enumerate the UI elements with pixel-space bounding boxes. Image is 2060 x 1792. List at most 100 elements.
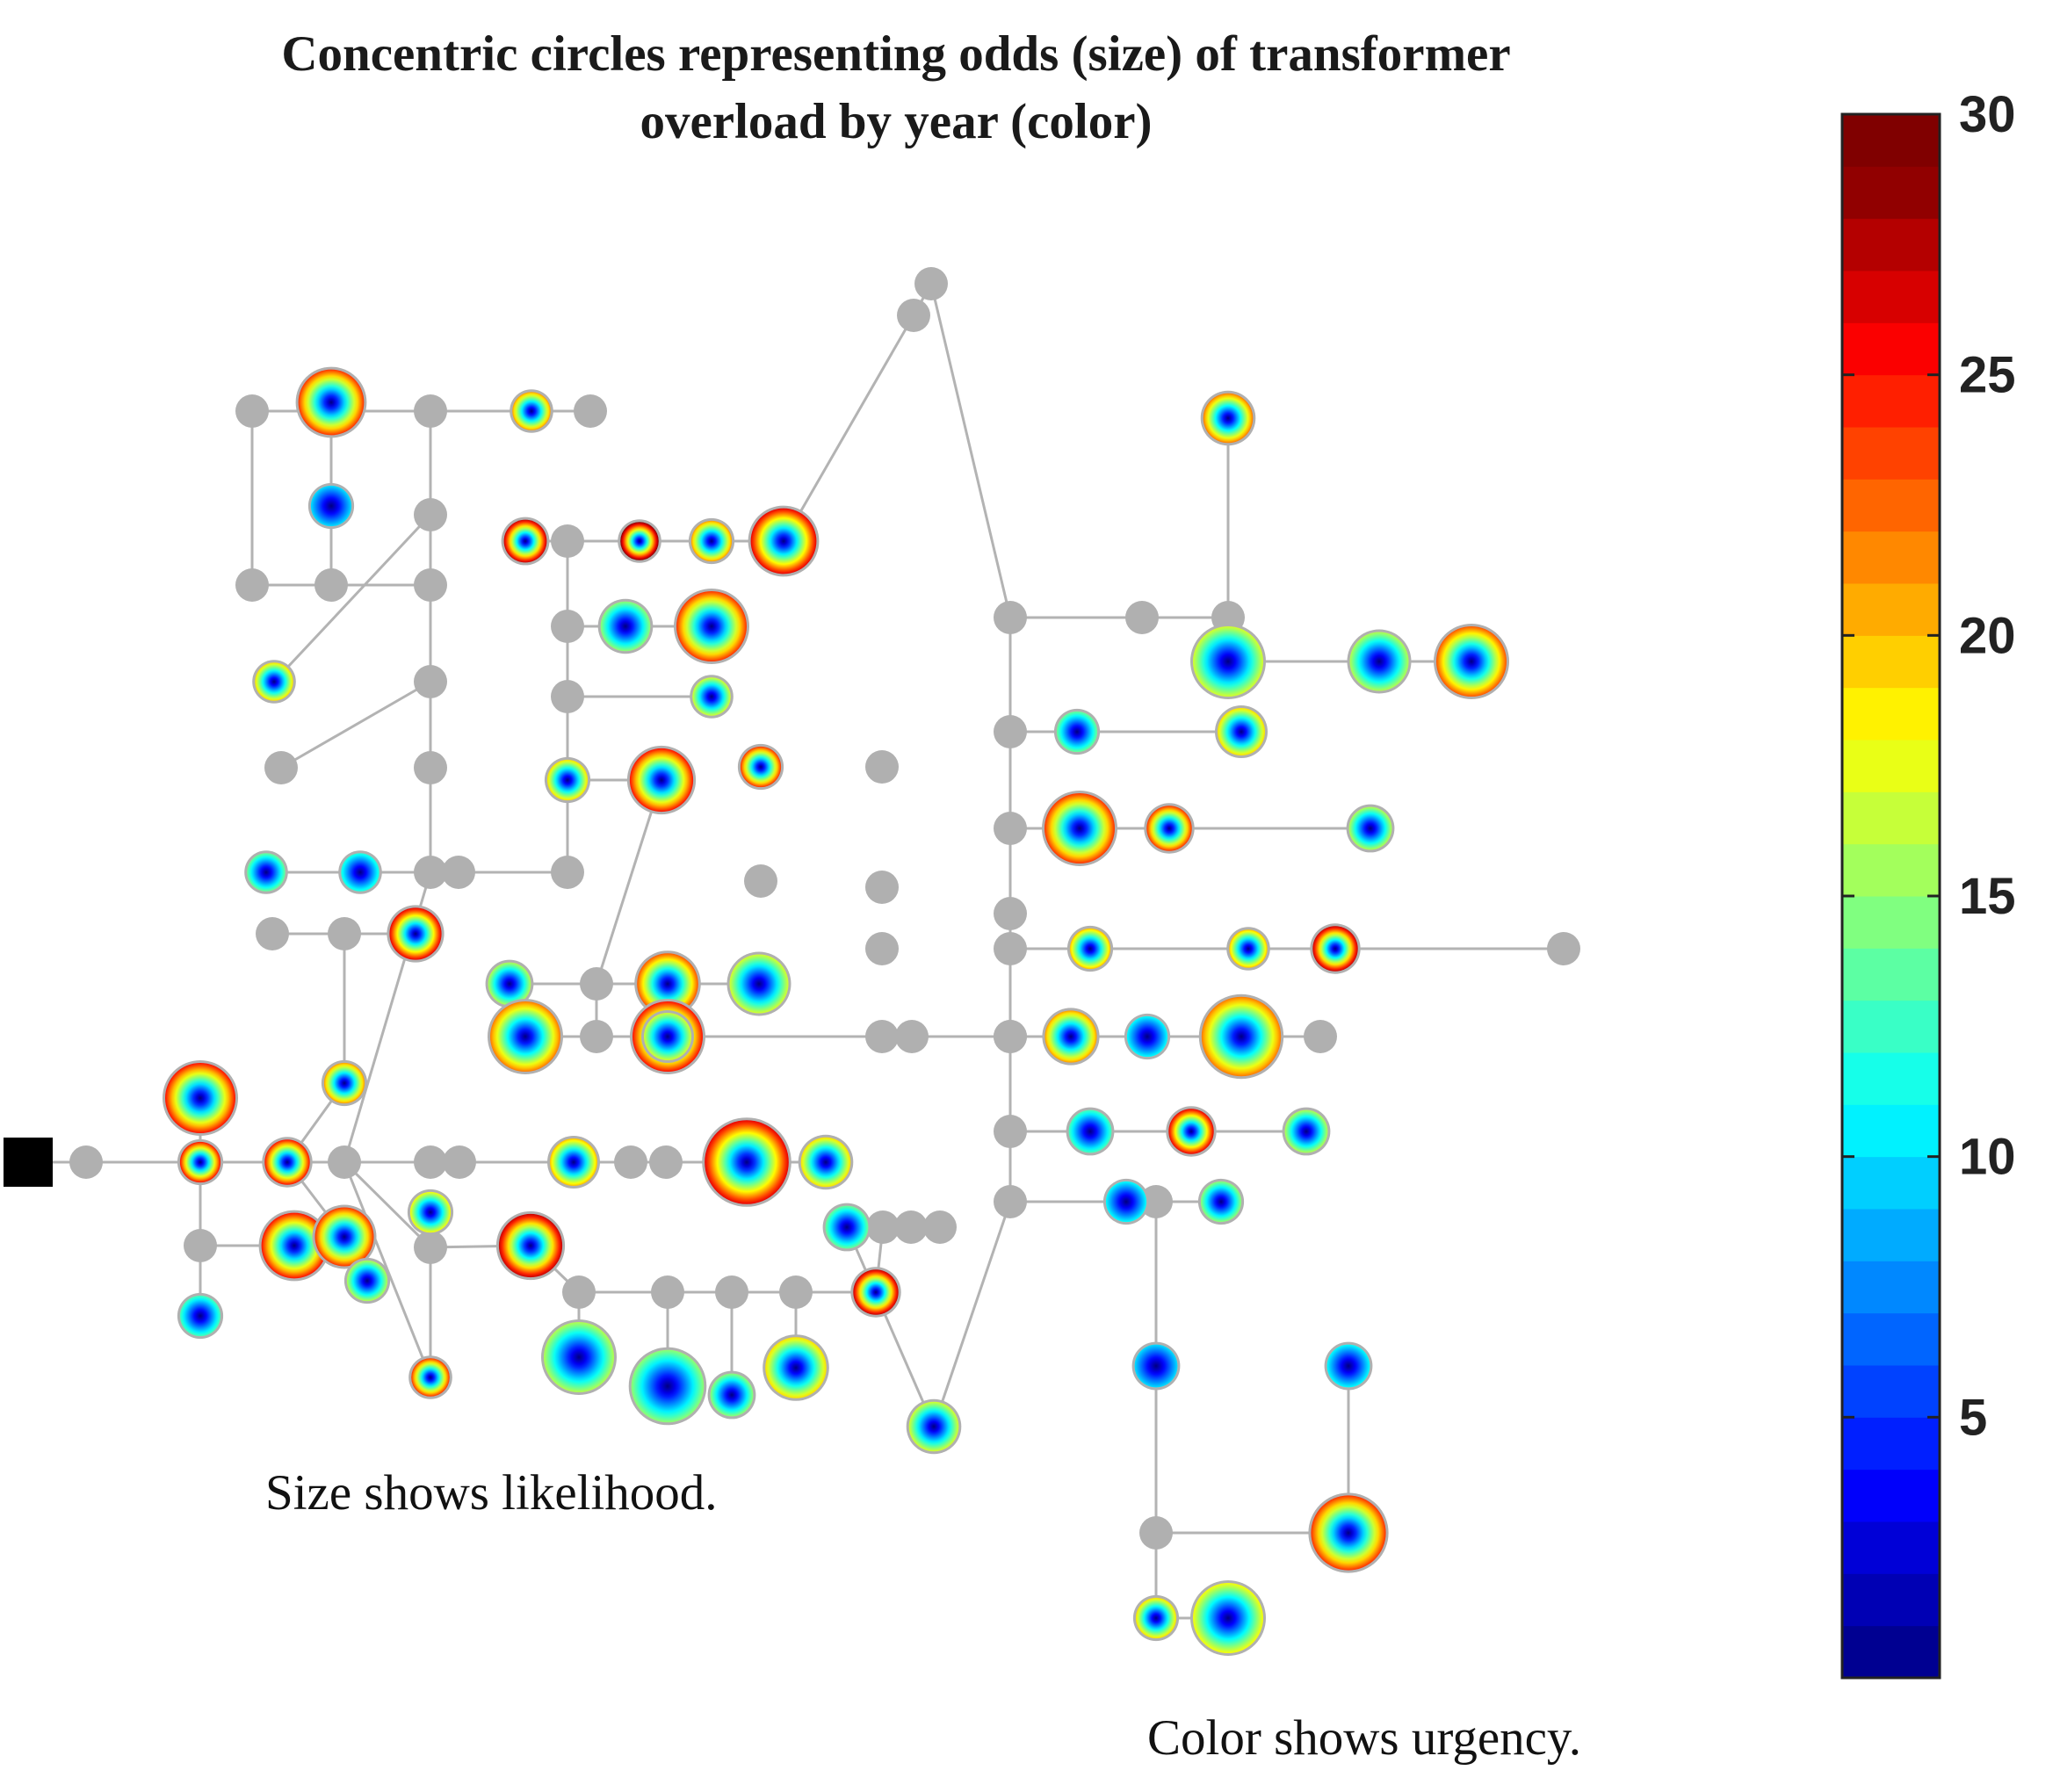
source-node	[4, 1138, 53, 1187]
transformer-marker	[550, 1138, 597, 1186]
colorbar-tick-label: 10	[1959, 1129, 2016, 1186]
transformer-marker	[1056, 711, 1098, 753]
network-edge	[782, 314, 915, 542]
colorbar-band	[1842, 1573, 1940, 1627]
bus-node	[994, 1185, 1027, 1218]
bus-node	[614, 1145, 647, 1179]
transformer-marker	[705, 1120, 789, 1204]
transformer-marker	[1203, 393, 1254, 444]
transformer-marker	[800, 1137, 851, 1188]
transformer-marker	[1218, 708, 1265, 755]
colorbar-ticks: 5 10 15 20 25 30	[1842, 86, 2016, 1446]
transformer-marker	[488, 962, 531, 1006]
bus-node	[235, 394, 269, 428]
colorbar-band	[1842, 1312, 1940, 1366]
transformer-marker	[346, 1260, 388, 1302]
transformer-marker	[409, 1191, 452, 1233]
transformer-marker	[1193, 626, 1263, 697]
colorbar-band	[1842, 114, 1940, 167]
network-edge	[595, 779, 663, 985]
transformer-marker	[710, 1373, 754, 1417]
transformer-marker	[261, 1212, 328, 1279]
chart-title-line-1: Concentric circles representing odds (si…	[281, 26, 1510, 82]
transformer-marker	[1349, 632, 1409, 691]
transformer-marker	[1312, 926, 1358, 972]
bus-node	[994, 897, 1027, 930]
bus-node	[894, 1210, 928, 1244]
transformer-marker	[620, 522, 659, 560]
transformer-marker	[692, 677, 731, 716]
bus-node	[551, 680, 584, 713]
bus-node	[649, 1145, 683, 1179]
colorbar-band	[1842, 374, 1940, 428]
transformer-marker	[729, 954, 789, 1014]
transformer-marker	[247, 853, 286, 892]
bus-node	[414, 1145, 447, 1179]
transformer-marker	[644, 1013, 691, 1060]
transformer-marker	[165, 1063, 235, 1133]
colorbar-band	[1842, 1469, 1940, 1522]
transformer-marker	[1348, 806, 1392, 850]
bus-node	[443, 1145, 476, 1179]
bus-node	[414, 568, 447, 602]
transformer-marker	[1126, 1015, 1168, 1058]
color-note: Color shows urgency.	[1147, 1710, 1581, 1766]
colorbar-bands	[1842, 114, 1940, 1679]
bus-node	[994, 601, 1027, 634]
bus-node	[414, 665, 447, 698]
network-edge	[929, 283, 1012, 618]
transformer-marker	[341, 853, 379, 892]
bus-node	[414, 394, 447, 428]
transformer-marker	[179, 1295, 221, 1337]
bus-node	[551, 856, 584, 889]
transformer-marker	[908, 1401, 959, 1452]
colorbar-band	[1842, 427, 1940, 480]
colorbar-band	[1842, 1209, 1940, 1261]
transformer-marker	[411, 1358, 450, 1397]
transformer-marker	[310, 485, 352, 527]
transformer-marker	[546, 759, 589, 801]
transformer-marker	[264, 1139, 310, 1185]
transformer-marker	[1134, 1344, 1178, 1388]
transformer-markers	[163, 366, 1509, 1656]
transformer-marker	[1229, 929, 1268, 968]
transformer-marker	[750, 508, 817, 574]
transformer-marker	[314, 1207, 374, 1267]
colorbar-band	[1842, 583, 1940, 636]
bus-node	[994, 1115, 1027, 1148]
transformer-marker	[631, 1349, 705, 1423]
transformer-marker	[503, 519, 547, 563]
network-edge	[932, 1201, 1012, 1427]
bus-node	[328, 1145, 361, 1179]
network-edge	[280, 680, 431, 770]
bus-node	[414, 1231, 447, 1264]
bus-node	[551, 524, 584, 558]
bus-node	[235, 568, 269, 602]
bus-node	[562, 1275, 596, 1309]
transformer-marker	[1200, 1181, 1242, 1223]
bus-node	[69, 1145, 103, 1179]
bus-node	[580, 1020, 613, 1053]
bus-node	[264, 751, 298, 784]
transformer-marker	[1201, 996, 1282, 1077]
transformer-marker	[1436, 626, 1507, 697]
bus-node	[328, 917, 361, 950]
bus-node	[256, 917, 289, 950]
bus-node	[715, 1275, 748, 1309]
transformer-marker	[740, 746, 782, 788]
colorbar-band	[1842, 166, 1940, 220]
bus-node	[866, 1210, 900, 1244]
colorbar-tick-label: 5	[1959, 1389, 1987, 1446]
bus-node	[779, 1275, 813, 1309]
transformer-marker	[1044, 793, 1115, 863]
colorbar-band	[1842, 271, 1940, 323]
colorbar-band	[1842, 896, 1940, 949]
colorbar-band	[1842, 843, 1940, 897]
colorbar-band	[1842, 1521, 1940, 1574]
transformer-marker	[1068, 1109, 1112, 1153]
colorbar-tick-label: 25	[1959, 347, 2016, 404]
bus-node	[897, 299, 930, 332]
bus-node	[442, 856, 475, 889]
transformer-marker	[255, 662, 293, 701]
